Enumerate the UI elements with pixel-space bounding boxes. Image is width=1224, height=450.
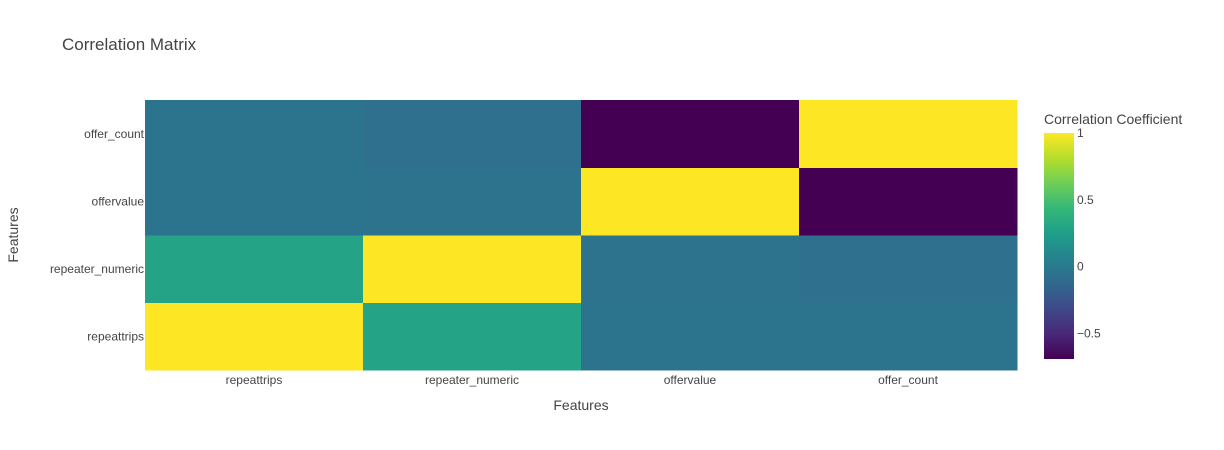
heatmap-cell-offer_count-offer_count [799,100,1018,168]
y-tick-label: repeattrips [87,329,144,343]
heatmap-cell-repeater_numeric-repeattrips [145,235,364,303]
heatmap-cell-repeater_numeric-offervalue [581,235,800,303]
colorbar-tick-label: 1 [1077,126,1084,140]
colorbar-title: Correlation Coefficient [1044,111,1182,127]
heatmap-cell-offer_count-repeattrips [145,100,364,168]
y-tick-labels: repeattrips repeater_numeric offervalue off… [50,127,145,344]
colorbar-tick-label: 0.5 [1077,193,1094,207]
heatmap-cell-offervalue-offer_count [799,167,1018,236]
y-axis-title: Features [5,207,21,262]
x-axis-title: Features [553,397,608,413]
x-tick-label: repeater_numeric [425,373,519,387]
x-tick-labels: repeattrips repeater_numeric offervalue off… [226,373,939,387]
heatmap-cell-repeattrips-repeater_numeric [363,302,582,371]
heatmap-cell-offervalue-repeater_numeric [363,167,582,236]
y-tick-label: offer_count [84,127,144,141]
heatmap-cell-repeattrips-offervalue [581,302,800,371]
colorbar-ticks: 1 0.5 0 −0.5 [1077,126,1101,341]
heatmap-cell-offer_count-repeater_numeric [363,100,582,168]
chart-title: Correlation Matrix [62,35,197,54]
heatmap-cell-repeater_numeric-repeater_numeric [363,235,582,303]
x-tick-label: offer_count [878,373,938,387]
colorbar-tick-label: −0.5 [1077,327,1101,341]
heatmap-cell-offervalue-repeattrips [145,167,364,236]
y-tick-label: repeater_numeric [50,262,144,276]
heatmap-cells [145,100,1018,371]
colorbar [1044,133,1074,359]
heatmap-cell-repeattrips-repeattrips [145,302,364,371]
heatmap-cell-offervalue-offervalue [581,167,800,236]
x-tick-label: offervalue [664,373,717,387]
heatmap-cell-repeattrips-offer_count [799,302,1018,371]
y-tick-label: offervalue [92,194,145,208]
colorbar-tick-label: 0 [1077,260,1084,274]
heatmap-cell-repeater_numeric-offer_count [799,235,1018,303]
x-tick-label: repeattrips [226,373,283,387]
heatmap-cell-offer_count-offervalue [581,100,800,168]
